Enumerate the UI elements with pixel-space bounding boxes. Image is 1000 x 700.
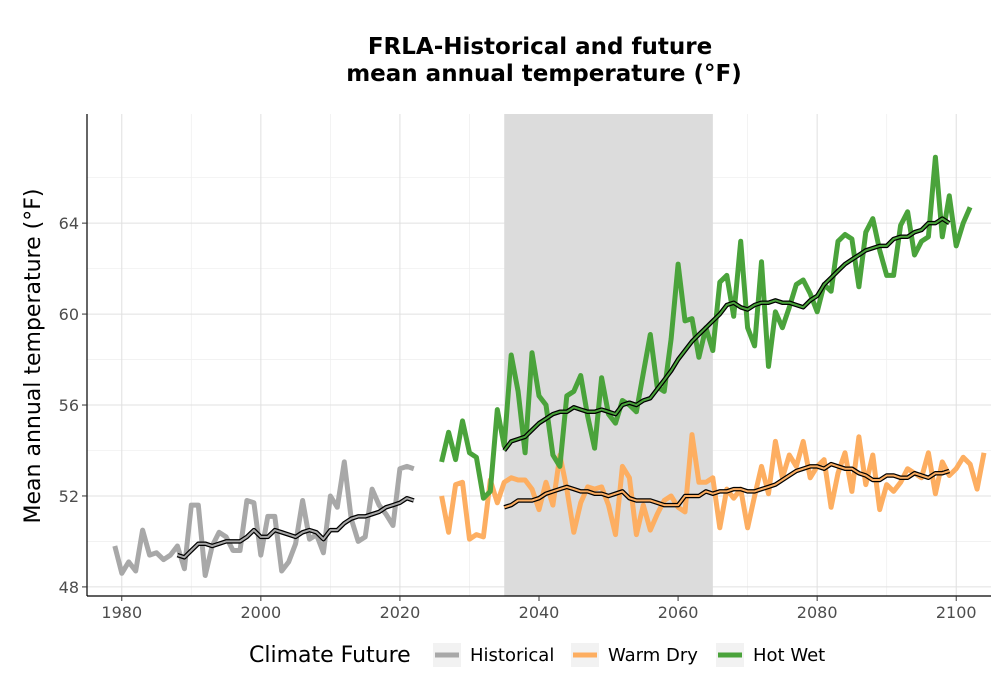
legend-label-hot-wet: Hot Wet [753,645,825,666]
x-tick-label: 1980 [101,603,142,622]
y-tick-label: 52 [59,487,79,506]
legend: Climate Future Historical Warm Dry Hot Wet [249,643,825,668]
x-tick-label: 2080 [797,603,838,622]
y-tick-label: 48 [59,578,79,597]
smooth-line-warm-dry [503,463,950,509]
x-tick-label: 2060 [658,603,699,622]
x-tick-label: 2100 [936,603,977,622]
smooth-line-historical [177,497,415,559]
smooth-line-hot-wet [503,217,950,452]
y-tick-label: 56 [59,396,79,415]
y-axis-label: Mean annual temperature (°F) [21,189,46,524]
legend-label-historical: Historical [470,645,554,666]
chart-title: FRLA-Historical and future mean annual t… [346,34,742,87]
series-lines [112,154,987,578]
series-line-historical [112,459,415,578]
x-tick-label: 2000 [240,603,281,622]
legend-label-warm-dry: Warm Dry [608,645,698,666]
y-axis-ticks: 48 52 56 60 64 [59,214,87,597]
series-line-warm-dry [439,432,987,542]
legend-title: Climate Future [249,643,411,668]
chart-title-line-1: FRLA-Historical and future [368,34,712,60]
grid-lines [87,114,991,596]
y-tick-label: 64 [59,214,79,233]
x-axis-ticks: 1980 2000 2020 2040 2060 2080 2100 [101,596,977,622]
y-tick-label: 60 [59,305,79,324]
x-tick-label: 2040 [519,603,560,622]
chart-title-line-2: mean annual temperature (°F) [346,61,742,87]
x-tick-label: 2020 [380,603,421,622]
